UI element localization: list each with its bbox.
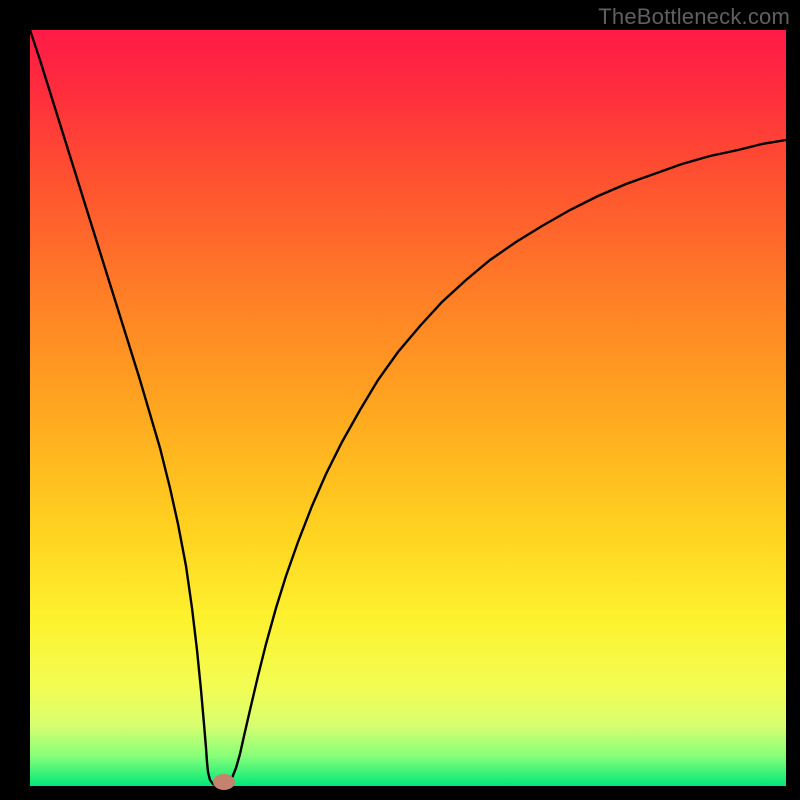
watermark-label: TheBottleneck.com [598,4,790,30]
bottleneck-chart [0,0,800,800]
gradient-background [30,30,786,786]
optimum-marker [213,774,235,790]
